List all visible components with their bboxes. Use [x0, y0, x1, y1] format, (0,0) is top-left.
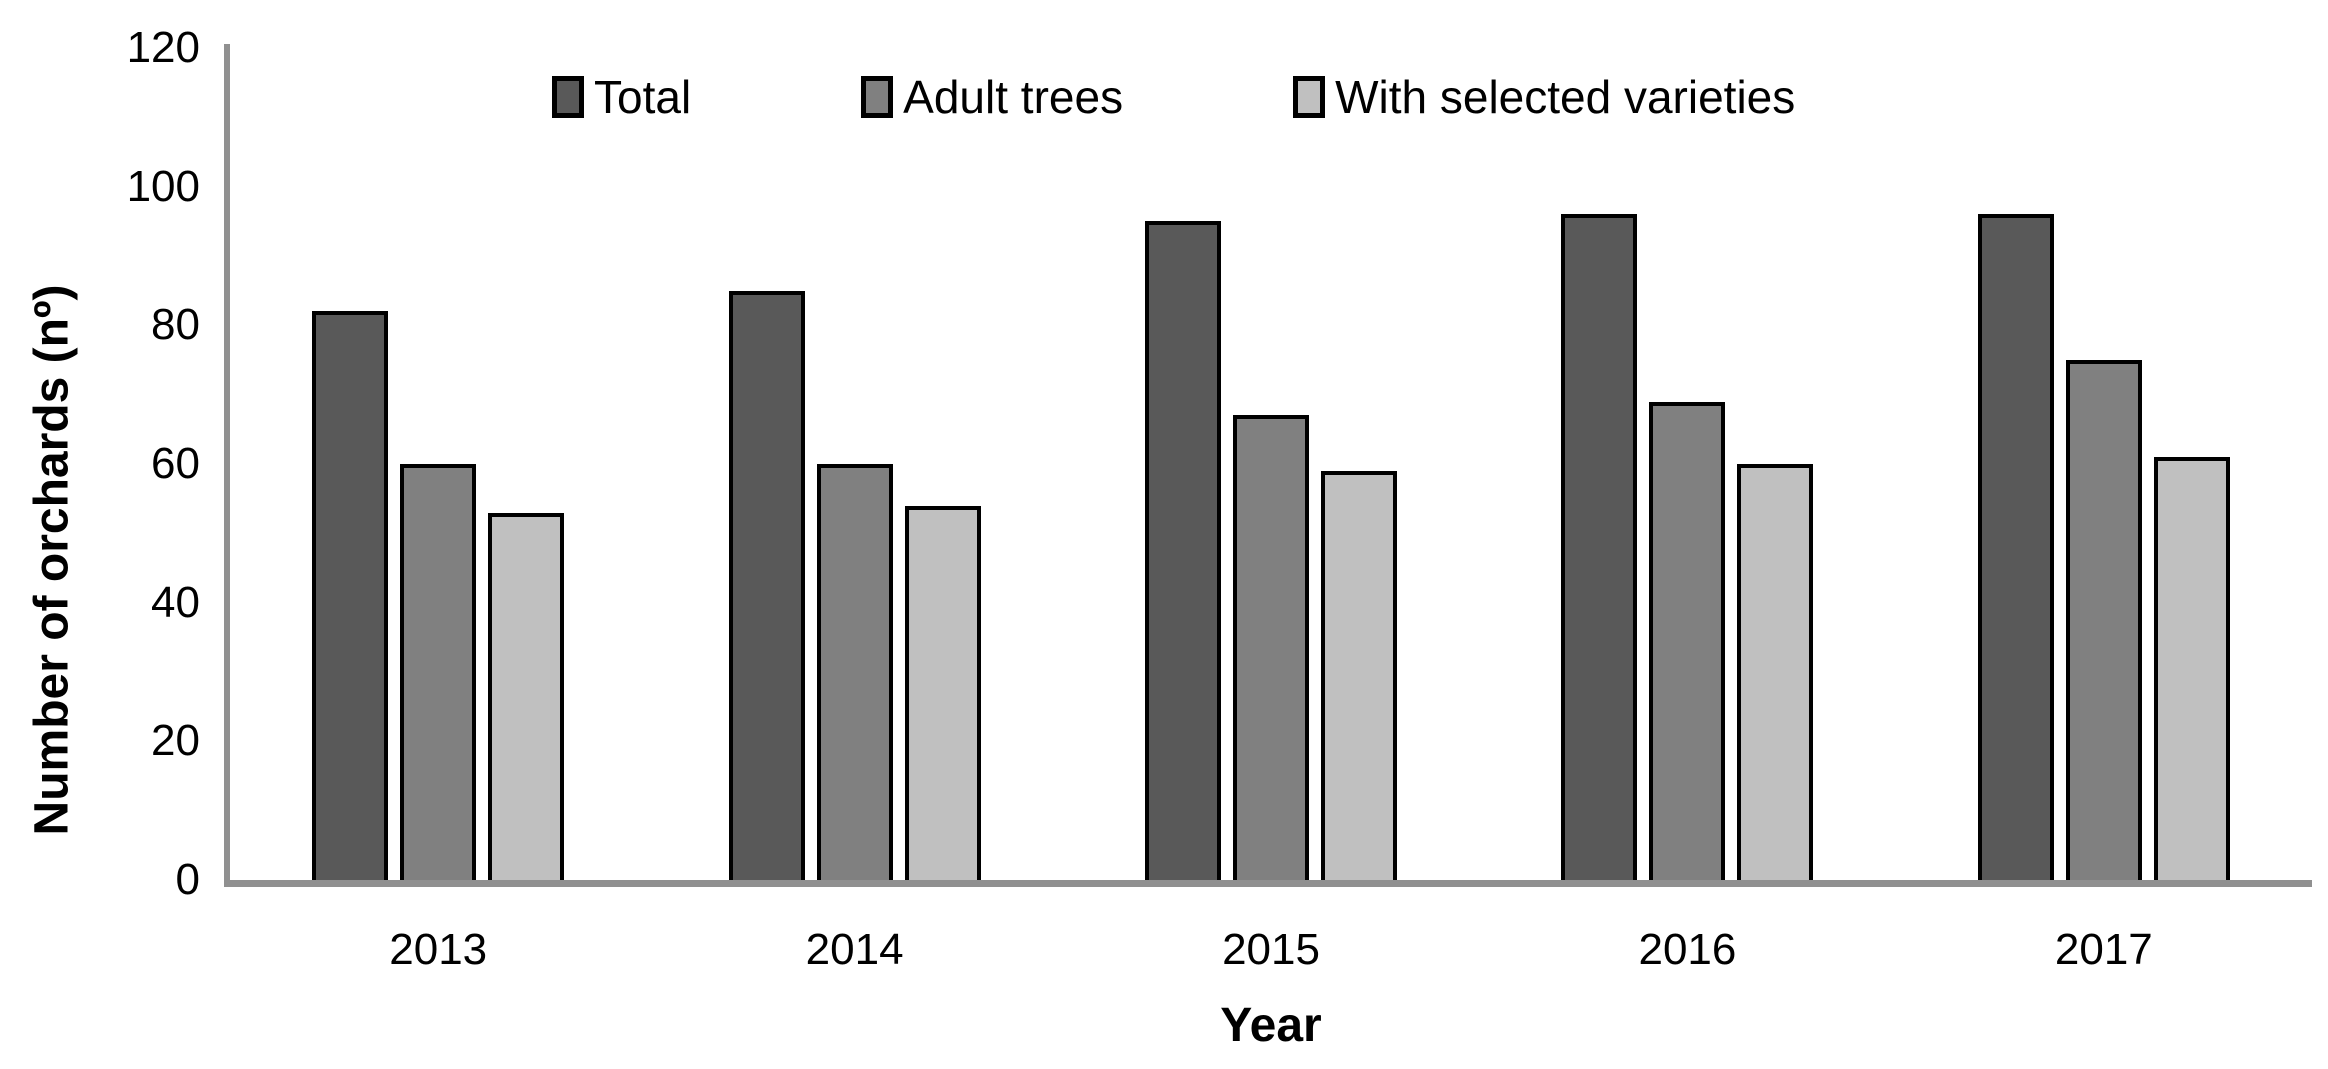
- bar-2017-with-selected-varieties: [2153, 457, 2230, 880]
- bar-2016-with-selected-varieties: [1737, 464, 1814, 880]
- bar-2014-with-selected-varieties: [904, 505, 981, 880]
- legend-label: With selected varieties: [1335, 71, 1796, 123]
- bar-2014-adult-trees: [816, 464, 893, 880]
- x-tick-label: 2013: [389, 925, 488, 974]
- bar-2015-with-selected-varieties: [1321, 470, 1398, 880]
- legend-swatch-icon: [861, 76, 894, 118]
- legend-label: Adult trees: [903, 71, 1124, 123]
- y-tick-label: 40: [151, 577, 200, 627]
- legend-item: With selected varieties: [1293, 70, 1795, 124]
- y-tick-label: 0: [175, 855, 200, 904]
- legend-label: Total: [594, 71, 692, 123]
- y-tick-label: 100: [126, 161, 200, 211]
- plot-area: [224, 44, 2312, 887]
- bar-group-2015: [1063, 48, 1479, 880]
- bar-2014-total: [728, 290, 805, 880]
- bar-group-2014: [646, 48, 1062, 880]
- y-tick-label: 20: [151, 716, 200, 766]
- x-tick-label: 2014: [805, 925, 904, 974]
- legend-swatch-icon: [552, 76, 584, 118]
- bar-2015-total: [1145, 221, 1222, 880]
- legend-item: Adult trees: [861, 70, 1123, 124]
- bar-series-container: [230, 48, 2312, 880]
- legend-item: Total: [552, 70, 691, 124]
- x-axis-line: [224, 880, 2312, 887]
- bar-group-2013: [230, 48, 646, 880]
- bar-2013-with-selected-varieties: [488, 512, 565, 880]
- bar-2016-total: [1561, 214, 1638, 880]
- legend: Total Adult trees With selected varieties: [552, 70, 1795, 124]
- x-tick-label: 2017: [2054, 925, 2153, 974]
- bar-2013-adult-trees: [400, 464, 477, 880]
- bar-2015-adult-trees: [1233, 415, 1310, 880]
- bar-2017-total: [1977, 214, 2054, 880]
- bar-2013-total: [312, 311, 389, 880]
- x-tick-label: 2016: [1638, 925, 1737, 974]
- x-axis-tick-labels: 2013 2014 2015 2016 2017: [230, 924, 2312, 976]
- y-tick-label: 120: [126, 23, 200, 72]
- legend-swatch-icon: [1293, 76, 1326, 118]
- bar-2017-adult-trees: [2065, 360, 2142, 880]
- y-tick-label: 80: [151, 300, 200, 350]
- y-tick-label: 60: [151, 439, 200, 488]
- bar-2016-adult-trees: [1649, 401, 1726, 880]
- bar-group-2016: [1479, 48, 1895, 880]
- y-axis-line: [224, 44, 230, 887]
- x-tick-label: 2015: [1222, 925, 1320, 974]
- bar-group-2017: [1896, 48, 2312, 880]
- x-axis-title: Year: [1220, 999, 1322, 1052]
